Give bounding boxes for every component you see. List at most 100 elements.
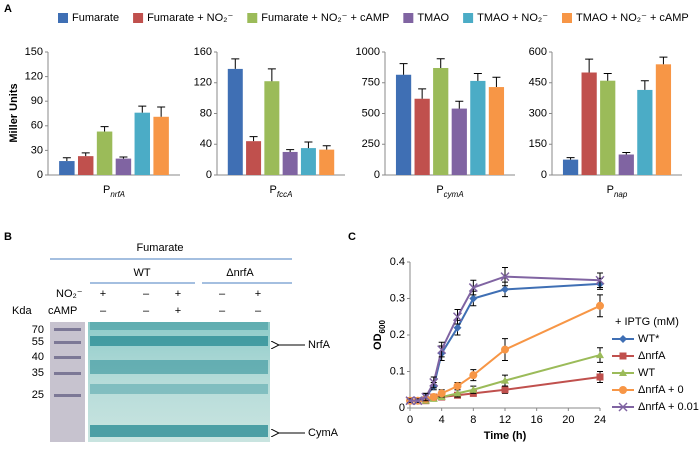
y-tick-label: 250 [362,138,380,150]
marker [501,376,509,384]
group-label: ΔnrfA [226,267,254,279]
error-bar [659,56,668,65]
row-mark: – [219,288,226,300]
error-bar [231,58,240,69]
y-tick-label: 1000 [356,46,380,58]
marker [469,371,478,380]
x-tick-label: 20 [562,414,574,426]
error-bar [81,152,90,157]
gel: Fumarate WT ΔnrfA NO₂⁻ Kda cAMP NrfA Cym… [12,242,339,442]
x-tick-label: 16 [531,414,543,426]
error-bar [492,76,501,88]
marker [452,312,463,322]
band-label: CymA [308,427,339,439]
legend-swatch [463,13,474,23]
error-bar [603,73,612,81]
x-axis-label-sub: nrfA [110,190,125,199]
ladder-label: 55 [32,336,44,348]
error-bar [566,157,575,160]
y-tick-label: 450 [529,77,547,89]
bar [488,87,505,175]
y-tick-label: 90 [31,95,43,107]
x-tick-label: 8 [470,414,476,426]
legend-marker [619,369,627,376]
y-axis-label-sub: 600 [378,320,387,334]
x-tick-label: 24 [594,414,606,426]
marker [429,393,438,402]
error-bar [322,145,331,150]
bar [59,161,75,175]
marker [501,345,509,354]
bar [115,158,132,175]
bar [264,81,280,175]
x-axis-label-sub: cymA [444,190,464,199]
legend-title: + IPTG (mM) [615,316,679,328]
error-bar [62,157,71,162]
row-mark: + [175,305,181,317]
legend-marker [618,402,628,412]
marker [596,301,604,310]
error-bar [119,156,128,159]
y-tick-label: 0 [541,169,547,181]
x-axis-label: PcymA [436,184,463,199]
legend-swatch [403,13,414,23]
bar [433,67,449,175]
bar [227,68,243,175]
marker [413,396,423,406]
error-bar [473,73,482,81]
y-tick-label: 0.2 [390,329,405,341]
bar [319,149,335,175]
bar [134,112,151,175]
y-tick-label: 0 [37,169,43,181]
bar [470,80,486,175]
error-bar [286,149,295,152]
error-bar [304,141,313,149]
marker [405,396,415,406]
x-axis-label-main: P [436,184,443,196]
y-tick-label: 0 [399,402,405,414]
marker [501,386,509,394]
y-tick-label: 40 [200,138,212,150]
error-bar [455,100,464,109]
y-tick-label: 750 [362,77,380,89]
y-tick-label: 150 [529,138,547,150]
unit: Kda [12,305,32,317]
legend-marker [619,335,627,343]
y-tick-label: 600 [529,46,547,58]
x-axis-label: Time (h) [484,430,527,442]
legend-label: TMAO + NO₂⁻ [477,12,548,24]
marker [421,392,431,402]
error-bar [418,88,427,99]
bar [96,131,113,175]
legend-label: ΔnrfA + 0 [638,384,684,396]
marker [596,351,604,359]
error-bar [585,58,594,73]
x-axis-label: PfccA [270,184,293,199]
group-label: WT [133,267,150,279]
bar [637,89,653,175]
bands [90,322,268,437]
legend-swatch [247,13,258,23]
legend-label: ΔnrfA + 0.01 [638,401,699,413]
marker [469,385,478,393]
x-axis-label: Pnap [607,184,628,199]
error-bar [436,58,445,68]
y-tick-label: 500 [362,107,380,119]
x-tick-label: 4 [439,414,445,426]
bar [300,148,316,175]
ladder-label: 35 [32,367,44,379]
legend-label: WT [638,367,655,379]
panel-label: C [348,231,356,243]
x-tick-label: 0 [407,414,413,426]
marker [595,275,605,285]
x-tick-label: 12 [499,414,511,426]
legend-label: ΔnrfA [638,350,666,362]
legend-swatch [562,13,572,23]
row-mark: – [143,288,150,300]
marker [429,377,439,387]
y-tick-label: 300 [529,107,547,119]
bar [581,72,597,175]
x-axis-label: PnrfA [103,184,125,199]
bar [246,141,262,175]
